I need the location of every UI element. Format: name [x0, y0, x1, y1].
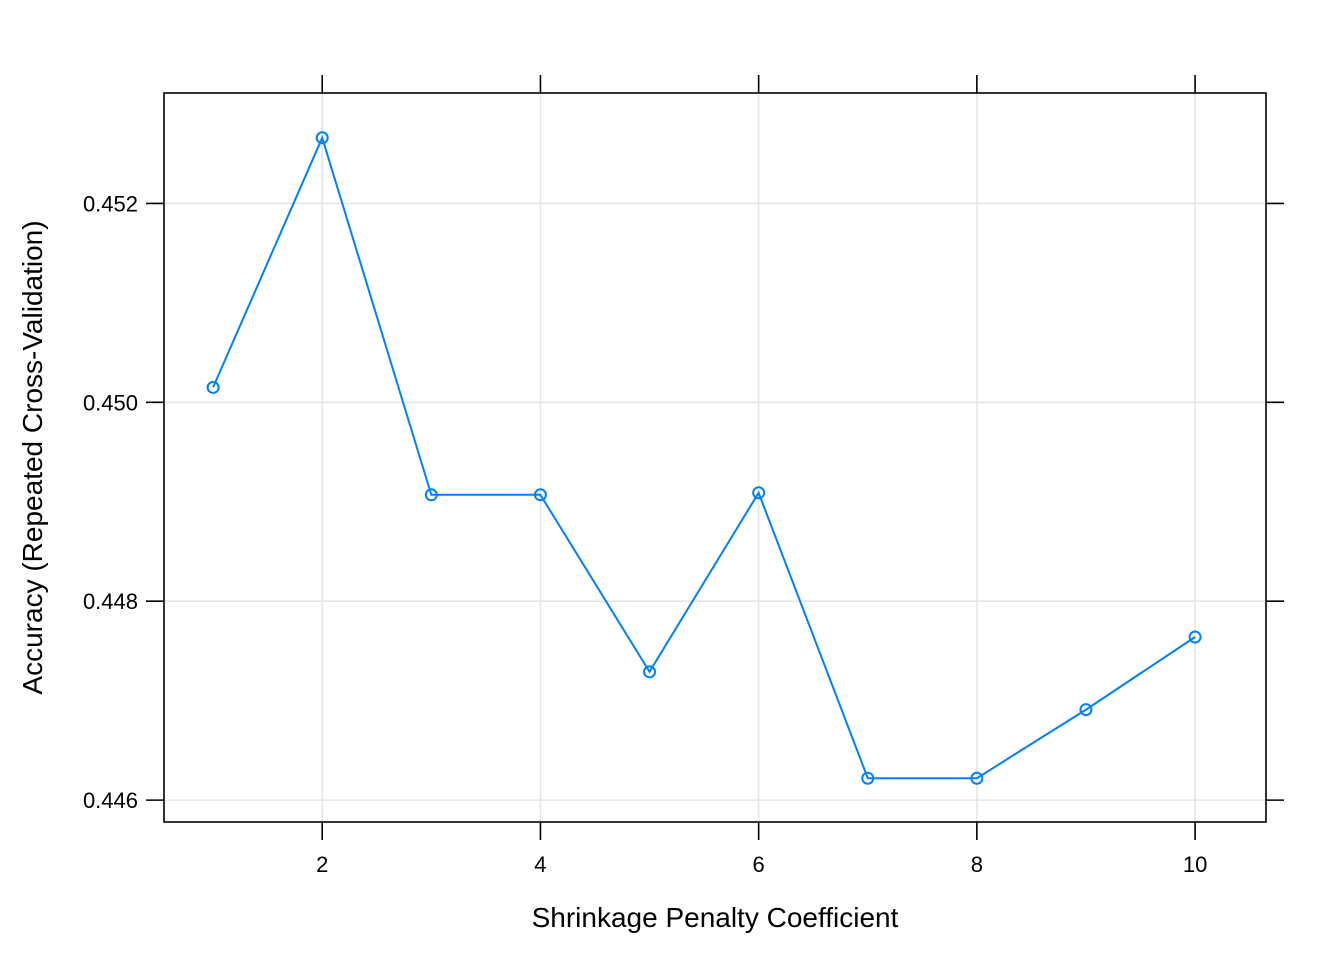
data-point: [861, 771, 875, 785]
x-tick-label: 10: [1183, 852, 1207, 877]
y-axis-title: Accuracy (Repeated Cross-Validation): [17, 220, 48, 694]
y-tick-label: 0.450: [83, 390, 138, 415]
data-point: [206, 380, 220, 394]
data-point: [1188, 630, 1202, 644]
grid-lines: [164, 93, 1266, 822]
x-axis-title: Shrinkage Penalty Coefficient: [532, 902, 899, 933]
y-tick-label: 0.448: [83, 589, 138, 614]
data-point: [424, 488, 438, 502]
data-point: [1079, 703, 1093, 717]
data-point: [752, 486, 766, 500]
x-tick-label: 2: [316, 852, 328, 877]
x-tick-label: 4: [534, 852, 546, 877]
y-tick-label: 0.446: [83, 788, 138, 813]
data-point: [315, 131, 329, 145]
plot-frame: [163, 92, 1267, 823]
data-point: [643, 665, 657, 679]
series-line: [212, 134, 1196, 780]
data-series: [206, 131, 1202, 785]
x-tick-label: 8: [971, 852, 983, 877]
x-tick-label: 6: [753, 852, 765, 877]
data-point: [970, 771, 984, 785]
data-point: [533, 488, 547, 502]
y-tick-label: 0.452: [83, 191, 138, 216]
axes: 2 4 6 8 10 0.446 0.448 0.450 0.452: [83, 75, 1284, 877]
